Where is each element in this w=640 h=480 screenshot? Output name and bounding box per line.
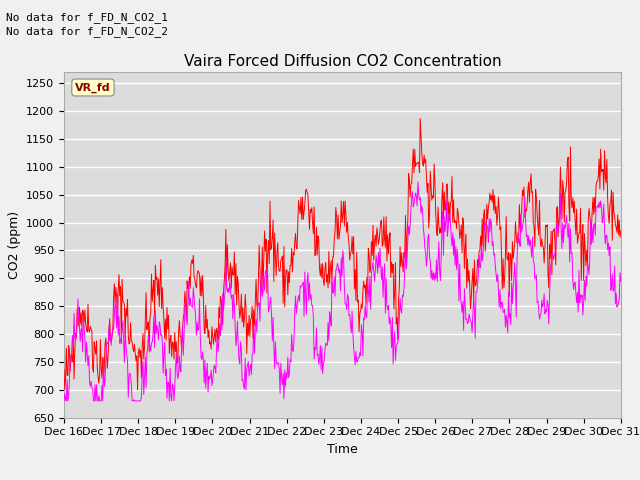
X-axis label: Time: Time <box>327 443 358 456</box>
Text: No data for f_FD_N_CO2_1: No data for f_FD_N_CO2_1 <box>6 12 168 23</box>
Text: VR_fd: VR_fd <box>75 83 111 93</box>
Title: Vaira Forced Diffusion CO2 Concentration: Vaira Forced Diffusion CO2 Concentration <box>184 54 501 70</box>
Y-axis label: CO2 (ppm): CO2 (ppm) <box>8 211 20 279</box>
Text: No data for f_FD_N_CO2_2: No data for f_FD_N_CO2_2 <box>6 26 168 37</box>
